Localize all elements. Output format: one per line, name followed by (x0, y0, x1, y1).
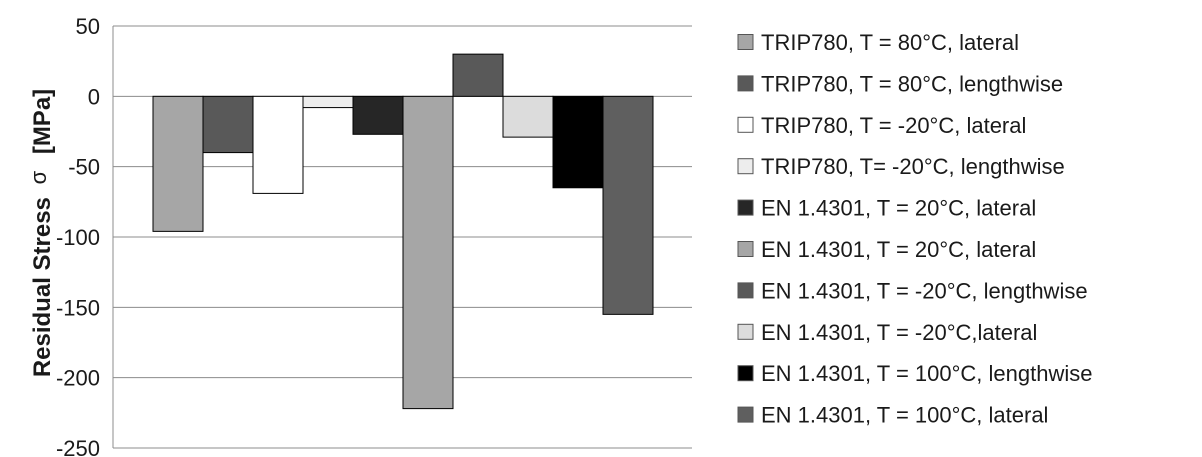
y-axis-label-main: Residual Stress (29, 197, 56, 377)
legend-label: TRIP780, T = -20°C, lateral (761, 113, 1026, 138)
legend-swatch (737, 282, 754, 299)
legend-item: EN 1.4301, T = -20°C,lateral (737, 320, 1037, 345)
legend-swatch (737, 34, 754, 50)
bar (352, 95, 404, 135)
y-tick-label: -100 (56, 225, 100, 250)
legend-label: EN 1.4301, T = 20°C, lateral (761, 196, 1036, 221)
legend-label: TRIP780, T = 80°C, lateral (761, 30, 1019, 55)
bar (502, 95, 554, 138)
bar (152, 95, 204, 232)
legend-item: TRIP780, T = 80°C, lateral (737, 30, 1019, 55)
legend-swatch (737, 406, 754, 423)
bar (452, 53, 504, 97)
bar (252, 95, 304, 194)
legend-item: TRIP780, T= -20°C, lengthwise (737, 154, 1065, 179)
legend-item: TRIP780, T = 80°C, lengthwise (737, 71, 1063, 96)
legend-swatch (737, 158, 754, 175)
y-tick-label: -200 (56, 366, 100, 391)
y-axis-label: Residual Stress σ [MPa] (25, 89, 56, 377)
legend-label: TRIP780, T= -20°C, lengthwise (761, 154, 1065, 179)
legend-item: EN 1.4301, T = 100°C, lengthwise (737, 361, 1092, 386)
y-tick-label: -50 (68, 155, 100, 180)
legend-label: EN 1.4301, T = -20°C,lateral (761, 320, 1037, 345)
legend-item: EN 1.4301, T = 100°C, lateral (737, 403, 1048, 428)
bar (402, 95, 454, 410)
legend: TRIP780, T = 80°C, lateral TRIP780, T = 8… (737, 30, 1092, 428)
bar (602, 95, 654, 315)
bar (552, 95, 604, 189)
legend-swatch (737, 75, 754, 92)
legend-item: EN 1.4301, T = 20°C, lateral (737, 196, 1036, 221)
y-tick-label: 50 (76, 14, 100, 39)
legend-label: EN 1.4301, T = 20°C, lateral (761, 237, 1036, 262)
y-axis-ticks: 50 0 -50 -100 -150 -200 -250 (56, 14, 100, 457)
legend-label: EN 1.4301, T = 100°C, lengthwise (761, 361, 1092, 386)
legend-item: TRIP780, T = -20°C, lateral (737, 113, 1026, 138)
bar (202, 95, 254, 154)
y-axis-label-unit: [MPa] (29, 89, 56, 154)
bars (152, 53, 654, 410)
y-tick-label: 0 (88, 84, 100, 109)
legend-label: TRIP780, T = 80°C, lengthwise (761, 71, 1063, 96)
legend-swatch (737, 365, 754, 382)
legend-item: EN 1.4301, T = 20°C, lateral (737, 237, 1036, 262)
y-tick-label: -150 (56, 295, 100, 320)
legend-label: EN 1.4301, T = -20°C, lengthwise (761, 278, 1088, 303)
y-tick-label: -250 (56, 436, 100, 457)
legend-swatch (737, 241, 754, 257)
legend-swatch (737, 199, 754, 216)
bar (302, 95, 354, 109)
legend-swatch (737, 116, 754, 133)
y-axis-label-symbol: σ (26, 170, 51, 184)
legend-swatch (737, 323, 754, 340)
legend-label: EN 1.4301, T = 100°C, lateral (761, 403, 1048, 428)
legend-item: EN 1.4301, T = -20°C, lengthwise (737, 278, 1088, 303)
